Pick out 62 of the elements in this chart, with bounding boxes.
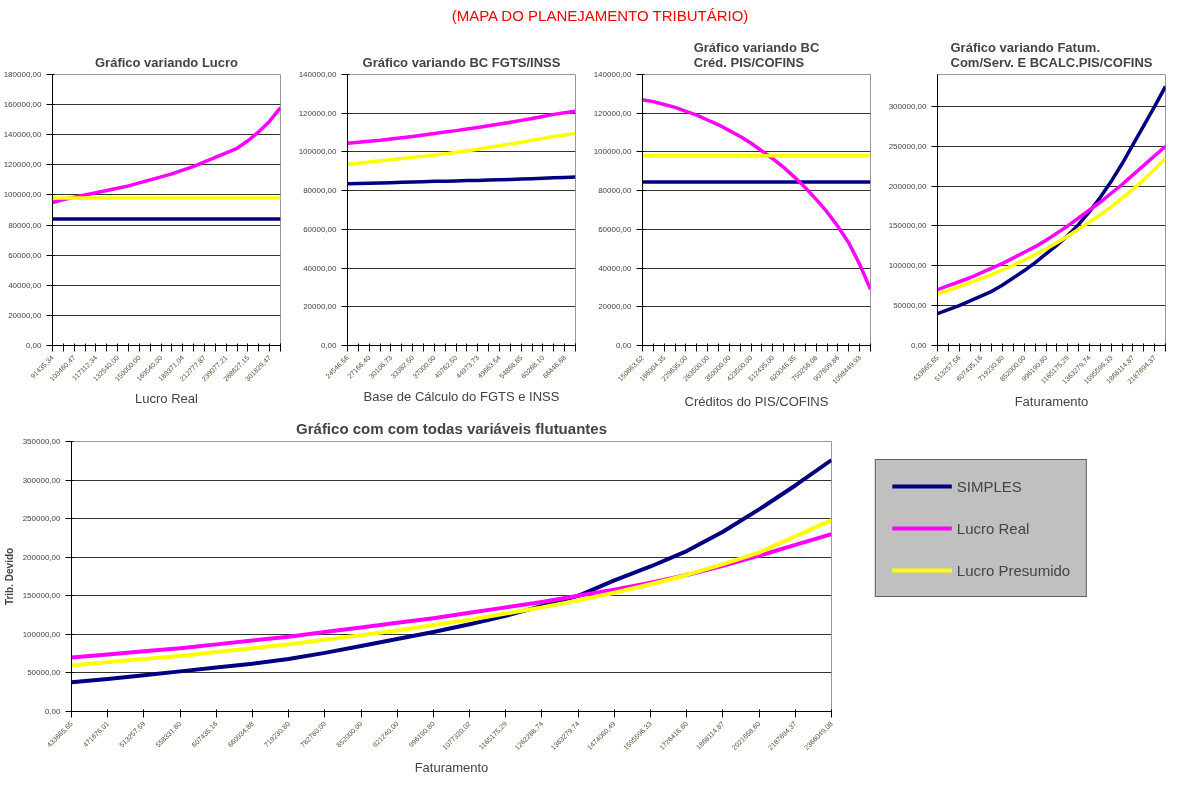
y-tick-label: 0,00 (910, 341, 928, 350)
line-series (52, 105, 281, 205)
x-axis-title: Lucro Real (135, 391, 199, 407)
y-tick-label: 150000,00 (22, 591, 62, 601)
chart-title: Gráfico variando BC FGTS/INSS (362, 54, 561, 70)
chart-title: Gráfico variando Fatum. Com/Serv. E BCALC.PIS/COFINS (950, 39, 1153, 70)
y-tick-label: 100000,00 (298, 147, 338, 157)
y-tick-label: 160000,00 (3, 100, 43, 110)
y-tick-label: 0,00 (320, 341, 338, 350)
y-tick-label: 0,00 (615, 341, 633, 350)
x-axis-title: Faturamento (414, 760, 489, 776)
y-tick-label: 50000,00 (893, 301, 928, 311)
y-axis-title: Trib. Devido (3, 547, 15, 606)
x-axis-title: Base de Cálculo do FGTS e INSS (363, 388, 560, 404)
y-tick-label: 20000,00 (8, 310, 43, 320)
y-tick-label: 350000,00 (22, 437, 62, 446)
y-tick-label: 120000,00 (593, 108, 633, 118)
y-tick-label: 20000,00 (598, 302, 633, 312)
y-tick-label: 250000,00 (22, 514, 62, 524)
y-tick-label: 40000,00 (303, 263, 338, 273)
y-tick-label: 60000,00 (598, 224, 633, 234)
y-tick-label: 20000,00 (303, 302, 338, 312)
y-tick-label: 50000,00 (27, 668, 62, 678)
y-tick-label: 150000,00 (888, 221, 928, 231)
legend-label: Lucro Real (956, 519, 1030, 537)
y-tick-label: 120000,00 (3, 160, 43, 170)
y-tick-label: 40000,00 (598, 263, 633, 273)
y-tick-label: 300000,00 (888, 101, 928, 111)
y-tick-label: 140000,00 (3, 130, 43, 140)
line-series (71, 458, 832, 685)
y-tick-label: 250000,00 (888, 141, 928, 151)
chart-title: Gráfico com com todas variáveis flutuantes (296, 419, 607, 437)
y-tick-label: 100000,00 (22, 629, 62, 639)
line-series (347, 131, 576, 167)
y-tick-label: 180000,00 (3, 70, 43, 79)
legend-label: Lucro Presumido (956, 561, 1071, 579)
chart-title: Gráfico variando BC Créd. PIS/COFINS (693, 39, 820, 70)
y-tick-label: 100000,00 (593, 147, 633, 157)
text: (MAPA DO PLANEJAMENTO TRIBUTÁRIO) (451, 7, 749, 24)
line-series (642, 97, 871, 292)
x-axis-title: Créditos do PIS/COFINS (684, 394, 829, 410)
legend-label: SIMPLES (956, 477, 1022, 495)
y-tick-label: 80000,00 (8, 220, 43, 230)
y-tick-label: 60000,00 (8, 250, 43, 260)
x-axis-title: Faturamento (1014, 394, 1089, 410)
y-tick-label: 100000,00 (3, 190, 43, 200)
y-tick-label: 100000,00 (888, 261, 928, 271)
y-tick-label: 120000,00 (298, 108, 338, 118)
line-series (347, 109, 576, 145)
y-tick-label: 300000,00 (22, 475, 62, 485)
y-tick-label: 80000,00 (303, 186, 338, 196)
y-tick-label: 200000,00 (22, 552, 62, 562)
y-tick-label: 0,00 (44, 707, 62, 716)
y-tick-label: 60000,00 (303, 224, 338, 234)
y-tick-label: 140000,00 (593, 70, 633, 79)
y-tick-label: 0,00 (25, 341, 43, 350)
y-tick-label: 80000,00 (598, 186, 633, 196)
y-tick-label: 200000,00 (888, 181, 928, 191)
y-tick-label: 140000,00 (298, 70, 338, 79)
chart-title: Gráfico variando Lucro (94, 54, 239, 70)
y-tick-label: 40000,00 (8, 280, 43, 290)
line-series (347, 175, 576, 186)
